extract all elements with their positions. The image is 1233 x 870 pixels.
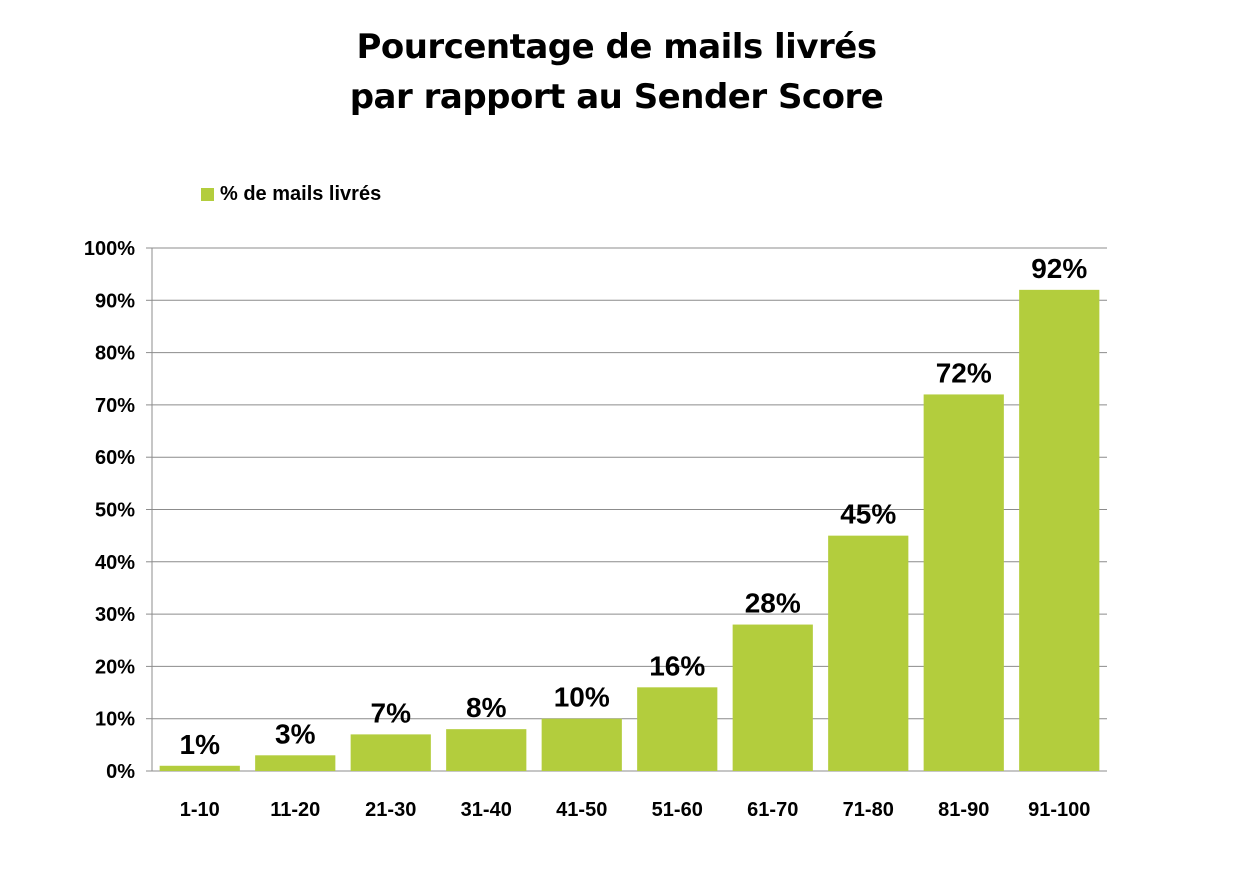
x-tick-label: 21-30 bbox=[365, 799, 416, 821]
x-tick-label: 41-50 bbox=[556, 799, 607, 821]
bar bbox=[159, 765, 240, 771]
chart-title: Pourcentage de mails livrés par rapport … bbox=[0, 22, 1233, 122]
legend-label: % de mails livrés bbox=[220, 182, 382, 205]
x-tick-label: 81-90 bbox=[938, 799, 989, 821]
chart-title-line-2: par rapport au Sender Score bbox=[349, 77, 884, 117]
x-tick-label: 91-100 bbox=[1028, 799, 1090, 821]
y-tick-label: 20% bbox=[95, 656, 135, 678]
bar-data-label: 3% bbox=[275, 718, 316, 749]
bar bbox=[446, 729, 527, 771]
bar bbox=[828, 535, 909, 771]
x-tick-label: 61-70 bbox=[747, 799, 798, 821]
y-tick-label: 0% bbox=[106, 761, 135, 783]
bar-data-label: 10% bbox=[554, 682, 610, 713]
y-tick-label: 40% bbox=[95, 552, 135, 574]
y-tick-label: 70% bbox=[95, 395, 135, 417]
bar bbox=[255, 755, 336, 771]
x-tick-label: 1-10 bbox=[180, 799, 220, 821]
x-tick-label: 31-40 bbox=[461, 799, 512, 821]
y-tick-label: 60% bbox=[95, 447, 135, 469]
legend-swatch bbox=[201, 187, 214, 201]
x-tick-label: 11-20 bbox=[270, 799, 320, 821]
bar bbox=[1019, 289, 1100, 771]
bar-data-label: 7% bbox=[371, 697, 412, 728]
x-tick-label: 71-80 bbox=[843, 799, 894, 821]
bar-data-label: 16% bbox=[649, 650, 705, 681]
bar bbox=[923, 394, 1004, 771]
y-tick-label: 90% bbox=[95, 290, 135, 312]
chart-title-line-1: Pourcentage de mails livrés bbox=[356, 27, 877, 67]
y-tick-label: 100% bbox=[84, 238, 135, 260]
bar-data-label: 1% bbox=[180, 729, 221, 760]
bar-data-label: 28% bbox=[745, 588, 801, 619]
bar-data-label: 45% bbox=[840, 499, 896, 530]
bar bbox=[637, 687, 718, 771]
y-tick-label: 10% bbox=[95, 709, 135, 731]
y-tick-label: 30% bbox=[95, 604, 135, 626]
y-tick-label: 80% bbox=[95, 343, 135, 365]
x-tick-label: 51-60 bbox=[652, 799, 703, 821]
bar-data-label: 8% bbox=[466, 692, 507, 723]
y-tick-label: 50% bbox=[95, 500, 135, 522]
bar-data-label: 92% bbox=[1031, 253, 1087, 284]
bar bbox=[541, 718, 622, 771]
bar bbox=[350, 734, 431, 771]
bar bbox=[732, 624, 813, 771]
chart-legend: % de mails livrés bbox=[201, 182, 381, 206]
bar-data-label: 72% bbox=[936, 357, 992, 388]
